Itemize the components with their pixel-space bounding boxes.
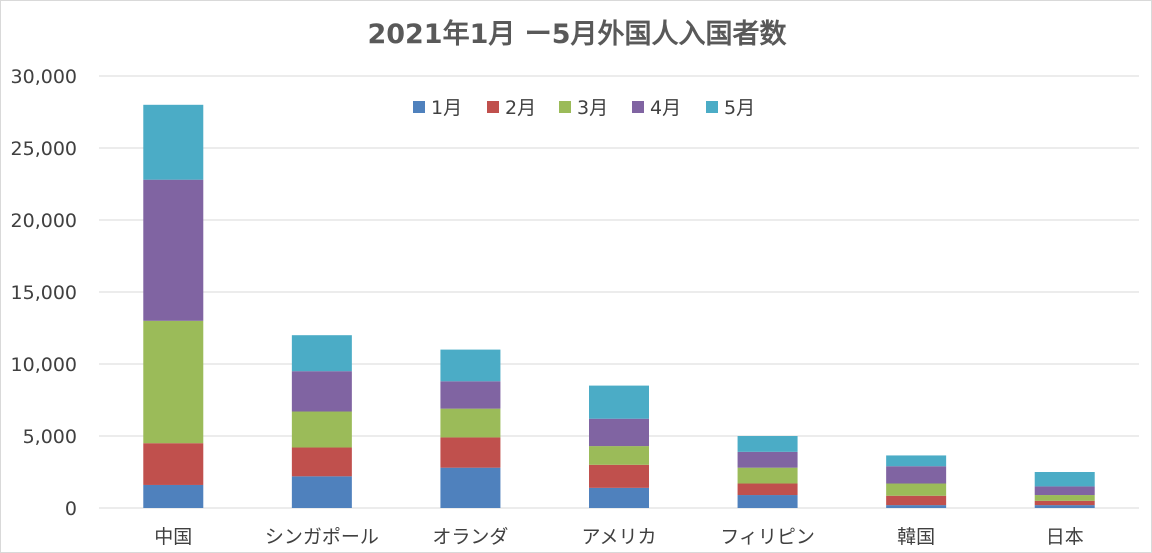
bar-segment	[886, 505, 947, 508]
bar-segment	[440, 381, 501, 409]
bar-segment	[440, 349, 501, 382]
bar-segment	[737, 467, 798, 484]
bar-segment	[291, 335, 352, 372]
x-category-label: 中国	[154, 526, 192, 548]
y-tick-label: 30,000	[11, 66, 77, 88]
bar-segment	[143, 104, 204, 180]
y-tick-label: 0	[65, 498, 77, 520]
bar-segment	[589, 418, 649, 447]
y-tick-label: 10,000	[11, 354, 77, 376]
legend-label: 4月	[650, 97, 681, 119]
legend-swatch	[706, 101, 718, 113]
bar-segment	[440, 408, 501, 438]
x-category-label: フィリピン	[720, 526, 815, 548]
bar-segment	[589, 446, 649, 465]
legend-swatch	[413, 101, 425, 113]
x-axis-categories: 中国 シンガポール オランダ アメリカ フィリピン 韓国 日本	[154, 526, 1083, 548]
bars	[143, 104, 1095, 508]
y-tick-label: 5,000	[23, 426, 77, 448]
bar-segment	[143, 179, 204, 321]
bar-segment	[440, 437, 501, 468]
y-tick-label: 25,000	[11, 138, 77, 160]
bar-segment	[737, 436, 798, 452]
legend: 1月 2月 3月 4月 5月	[413, 97, 755, 119]
bar-segment	[291, 447, 352, 477]
bar-segment	[886, 483, 947, 496]
bar-segment	[589, 385, 649, 419]
chart-title: 2021年1月 ー5月外国人入国者数	[367, 18, 787, 50]
legend-label: 1月	[431, 97, 462, 119]
bar-segment	[737, 483, 798, 496]
legend-swatch	[632, 101, 644, 113]
bar-segment	[291, 476, 352, 508]
bar-segment	[886, 455, 947, 467]
bar-segment	[291, 411, 352, 448]
x-category-label: 日本	[1046, 526, 1084, 548]
bar-segment	[1034, 500, 1095, 506]
bar-segment	[589, 464, 649, 488]
bar-segment	[143, 484, 204, 508]
bar-segment	[1034, 472, 1095, 487]
bar-segment	[291, 371, 352, 412]
x-category-label: アメリカ	[581, 526, 656, 548]
bar-segment	[1034, 505, 1095, 508]
bar-segment	[143, 320, 204, 444]
bar-segment	[886, 466, 947, 484]
bar-segment	[737, 451, 798, 468]
legend-label: 3月	[577, 97, 608, 119]
gridlines	[99, 75, 1139, 509]
x-category-label: 韓国	[897, 526, 935, 548]
bar-segment	[589, 487, 649, 508]
bar-segment	[440, 467, 501, 508]
y-tick-label: 20,000	[11, 210, 77, 232]
bar-segment	[143, 443, 204, 485]
legend-swatch	[487, 101, 499, 113]
y-tick-label: 15,000	[11, 282, 77, 304]
y-axis-ticks: 0 5,000 10,000 15,000 20,000 25,000 30,000	[11, 66, 77, 520]
bar-segment	[1034, 486, 1095, 496]
legend-label: 2月	[505, 97, 536, 119]
bar-segment	[886, 495, 947, 506]
bar-segment	[737, 495, 798, 508]
bar-segment	[1034, 495, 1095, 501]
legend-swatch	[559, 101, 571, 113]
legend-label: 5月	[724, 97, 755, 119]
x-category-label: オランダ	[432, 526, 508, 548]
x-category-label: シンガポール	[265, 526, 379, 548]
